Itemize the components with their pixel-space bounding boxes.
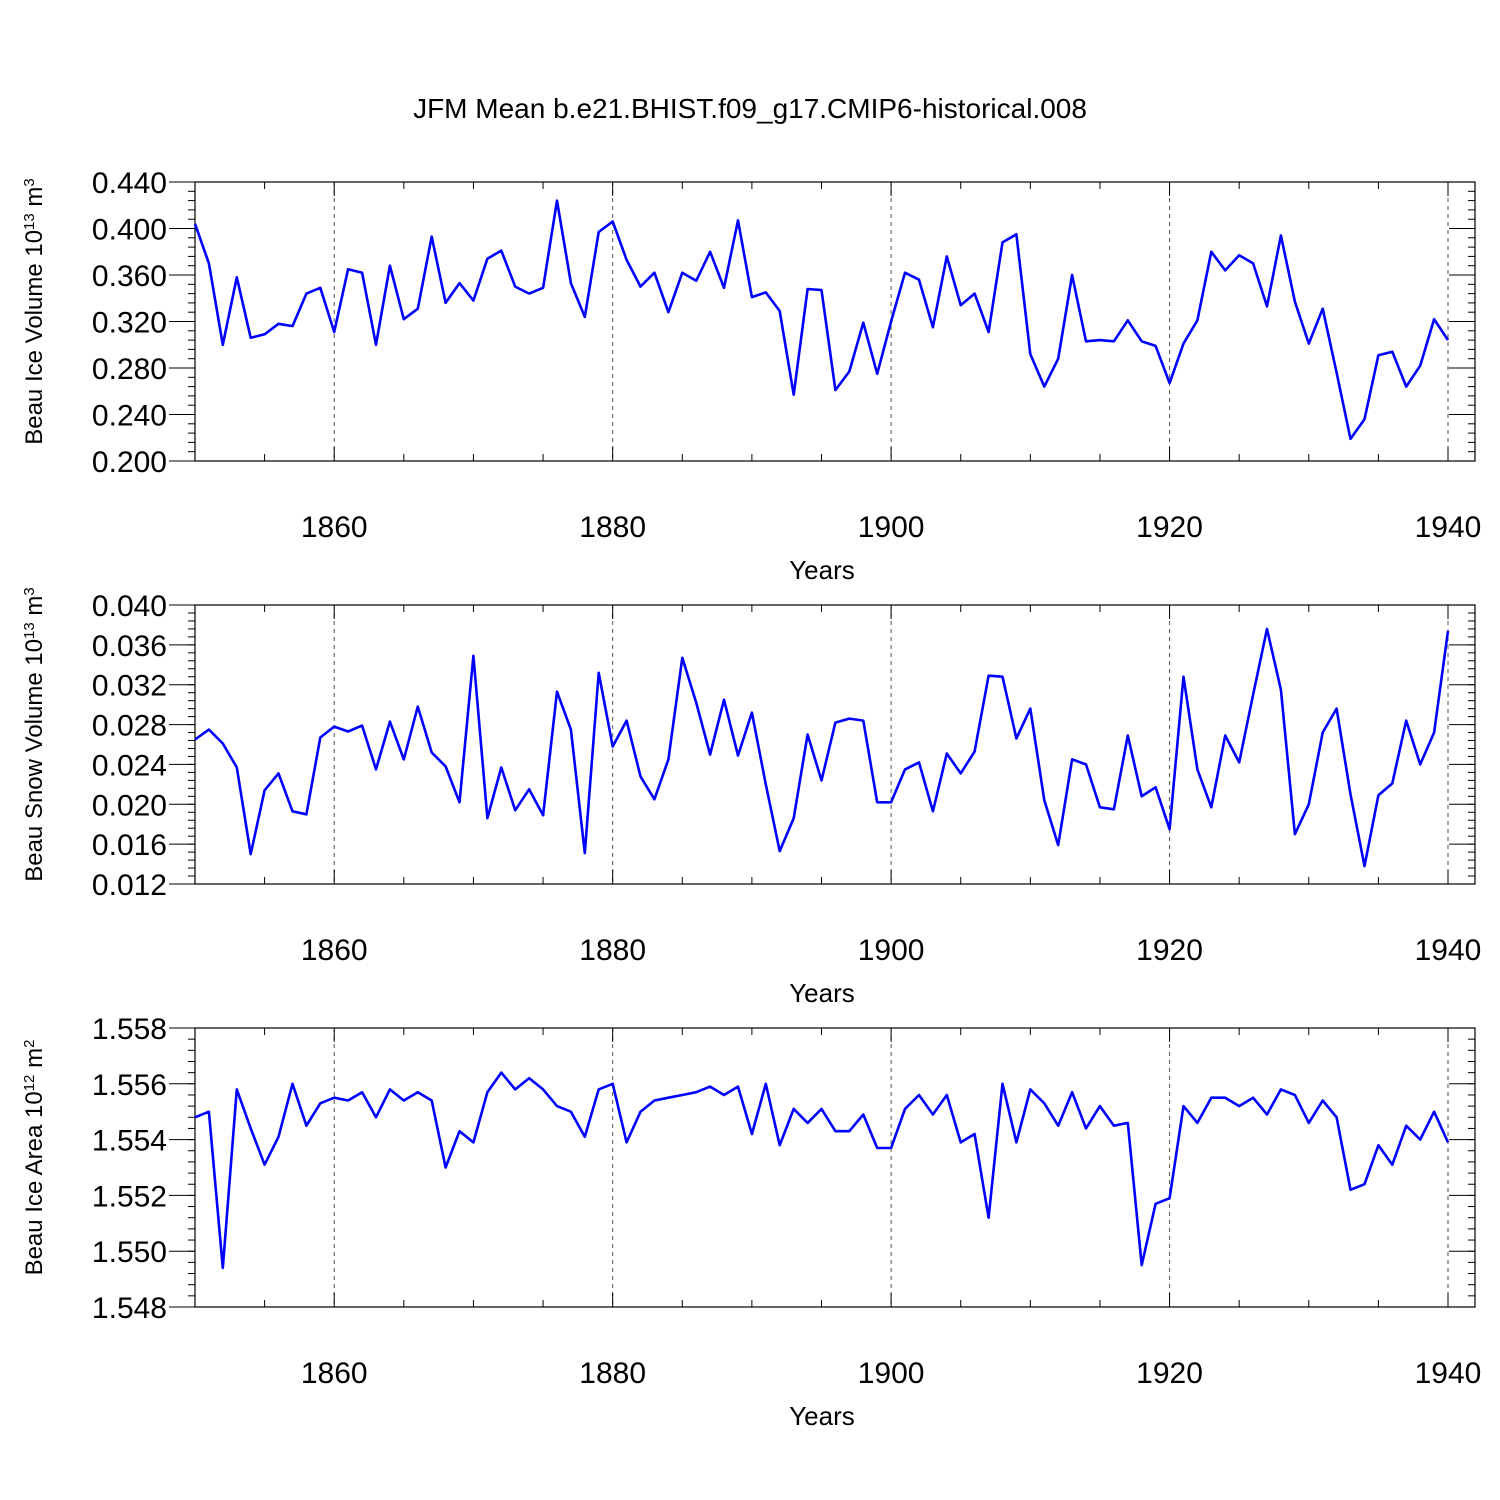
series-line bbox=[194, 1071, 1450, 1270]
y-axis-label: Beau Ice Area 1012 m2 bbox=[21, 1040, 49, 1276]
y-axis-label-unit: m bbox=[21, 187, 48, 214]
y-tick-label: 0.032 bbox=[92, 670, 167, 703]
x-tick-label: 1900 bbox=[858, 1357, 925, 1390]
y-tick-label: 0.440 bbox=[92, 167, 167, 200]
y-axis-label-base: Beau Ice Volume 10 bbox=[21, 230, 48, 445]
chart-panel: 1860 1880 1900 1920 1940 Years 0.012 0.016 0.020… bbox=[21, 587, 1482, 1008]
y-tick-label: 0.280 bbox=[92, 353, 167, 386]
y-tick-label: 1.548 bbox=[92, 1292, 167, 1325]
x-tick-label: 1860 bbox=[301, 511, 368, 544]
y-axis-label-unit-exponent: 3 bbox=[21, 587, 38, 595]
x-tick-label: 1920 bbox=[1136, 934, 1203, 967]
x-axis-label: Years bbox=[789, 978, 855, 1008]
plot-frame bbox=[194, 1027, 1476, 1308]
x-tick-label: 1940 bbox=[1415, 511, 1482, 544]
y-tick-label: 0.012 bbox=[92, 869, 167, 902]
y-tick-label: 0.200 bbox=[92, 446, 167, 479]
y-axis-label-exponent: 12 bbox=[21, 1075, 38, 1092]
y-axis-label-unit-exponent: 2 bbox=[21, 1040, 38, 1048]
y-tick-label: 0.040 bbox=[92, 590, 167, 623]
y-tick-label: 1.556 bbox=[92, 1069, 167, 1102]
x-tick-label: 1880 bbox=[579, 511, 646, 544]
y-axis-label-exponent: 13 bbox=[21, 622, 38, 639]
series-line bbox=[194, 627, 1450, 868]
y-axis-label-base: Beau Snow Volume 10 bbox=[21, 639, 48, 882]
x-axis-label: Years bbox=[789, 555, 855, 585]
chart-panel: 1860 1880 1900 1920 1940 Years 1.548 1.550 1.552… bbox=[21, 1013, 1482, 1431]
chart-panel: 1860 1880 1900 1920 1940 Years 0.200 0.240 0.280… bbox=[21, 167, 1482, 585]
y-axis-label-unit: m bbox=[21, 1048, 48, 1075]
y-tick-label: 0.360 bbox=[92, 260, 167, 293]
y-axis-label-exponent: 13 bbox=[21, 213, 38, 230]
x-tick-label: 1900 bbox=[858, 511, 925, 544]
x-tick-label: 1940 bbox=[1415, 934, 1482, 967]
y-tick-label: 0.024 bbox=[92, 749, 167, 782]
plot-frame bbox=[194, 181, 1476, 462]
y-tick-label: 1.552 bbox=[92, 1180, 167, 1213]
y-tick-label: 0.320 bbox=[92, 307, 167, 340]
y-tick-label: 0.240 bbox=[92, 400, 167, 433]
plot-frame bbox=[194, 604, 1476, 885]
y-tick-label: 0.036 bbox=[92, 630, 167, 663]
y-axis-label-unit: m bbox=[21, 596, 48, 623]
series-line bbox=[193, 199, 1450, 441]
x-tick-label: 1920 bbox=[1136, 511, 1203, 544]
y-axis-label: Beau Ice Volume 1013 m3 bbox=[21, 178, 49, 445]
x-tick-label: 1940 bbox=[1415, 1357, 1482, 1390]
y-axis-label-unit-exponent: 3 bbox=[21, 178, 38, 186]
y-tick-label: 1.550 bbox=[92, 1236, 167, 1269]
x-tick-label: 1900 bbox=[858, 934, 925, 967]
figure-title: JFM Mean b.e21.BHIST.f09_g17.CMIP6-histo… bbox=[413, 93, 1087, 124]
x-tick-label: 1920 bbox=[1136, 1357, 1203, 1390]
y-tick-label: 0.020 bbox=[92, 789, 167, 822]
y-axis-label: Beau Snow Volume 1013 m3 bbox=[21, 587, 49, 882]
y-tick-label: 1.554 bbox=[92, 1125, 167, 1158]
x-axis-label: Years bbox=[789, 1401, 855, 1431]
y-tick-label: 1.558 bbox=[92, 1013, 167, 1046]
x-tick-label: 1880 bbox=[579, 1357, 646, 1390]
y-tick-label: 0.016 bbox=[92, 829, 167, 862]
y-tick-label: 0.400 bbox=[92, 214, 167, 247]
x-tick-label: 1860 bbox=[301, 1357, 368, 1390]
x-tick-label: 1880 bbox=[579, 934, 646, 967]
y-tick-label: 0.028 bbox=[92, 710, 167, 743]
y-axis-label-base: Beau Ice Area 10 bbox=[21, 1091, 48, 1275]
x-tick-label: 1860 bbox=[301, 934, 368, 967]
